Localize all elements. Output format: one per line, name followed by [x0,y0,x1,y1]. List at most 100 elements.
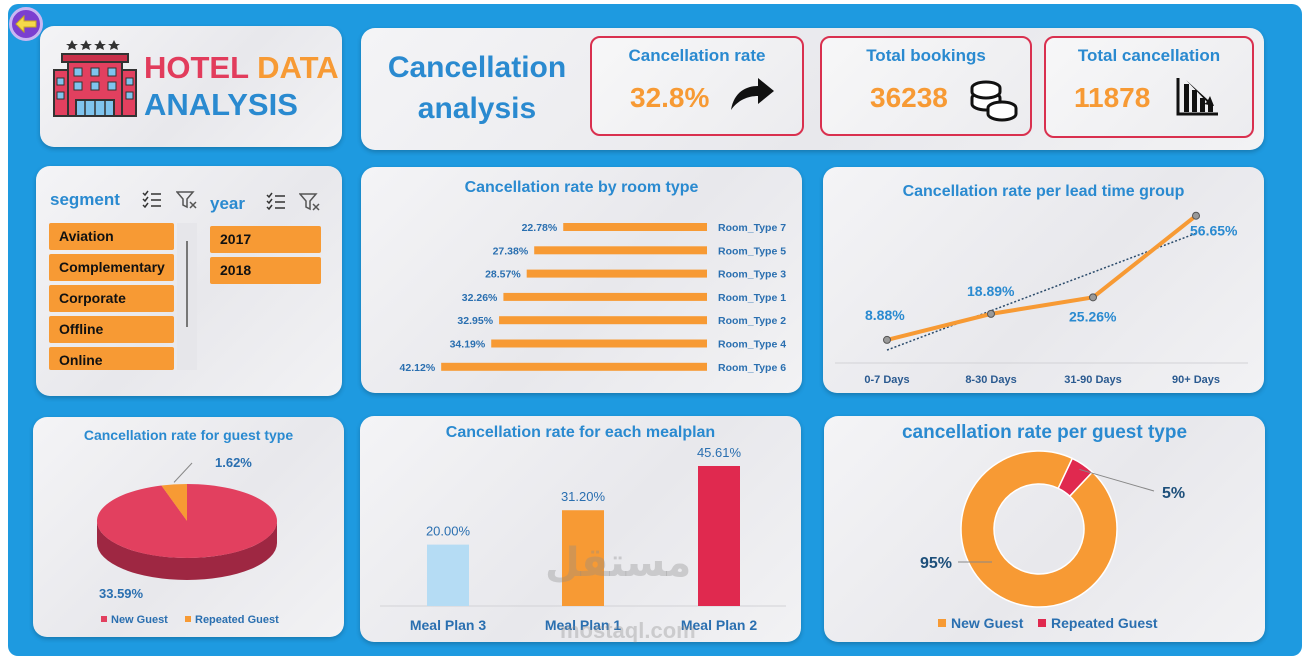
hotel-icon [53,40,137,117]
clear-filter-icon[interactable] [299,192,321,212]
year-slicer-title: year [210,194,245,213]
category-label: Room_Type 7 [718,222,786,234]
pie-slice [97,484,278,558]
legend-swatch [938,619,946,627]
bar [534,246,707,255]
legend-swatch [1038,619,1046,627]
segment-scrollbar[interactable] [177,223,197,370]
leader-line [1079,468,1155,492]
data-point [1089,293,1097,302]
multi-select-icon[interactable] [266,192,286,210]
category-label: Room_Type 4 [718,339,786,351]
room-type-chart: 22.78% Room_Type 7 27.38% Room_Type 5 28.57%… [400,222,787,374]
segment-item-complementary[interactable]: Complementary [49,254,174,281]
segment-item-aviation[interactable]: Aviation [49,223,174,250]
guest-donut-card: cancellation rate per guest type 5% 95% Ne… [824,416,1265,642]
chart-title: Cancellation rate by room type [464,179,699,196]
slicer-card: segment Aviation Complementary Corporate… [36,166,342,396]
kpi-value: 11878 [1074,82,1151,113]
data-label: 18.89% [967,283,1015,299]
lead-time-chart: 8.88% 0-7 Days 18.89% 8-30 Days 25.26% 31-90 … [835,211,1248,386]
x-tick-label: Meal Plan 2 [681,617,757,633]
chart-title: cancellation rate per guest type [901,422,1188,443]
bar [526,269,707,278]
kpi-label: Cancellation rate [628,46,766,65]
x-tick-label: 90+ Days [1172,374,1220,386]
legend-label: New Guest [111,614,168,626]
data-label: 25.26% [1069,308,1117,324]
legend-label: Repeated Guest [1051,615,1158,631]
segment-item-offline[interactable]: Offline [49,316,174,343]
kpi-label: Total cancellation [1077,46,1221,65]
donut-slice [960,450,1118,608]
arrow-left-icon [15,15,37,33]
leader-line [173,462,193,483]
title-data: DATA [257,50,339,85]
data-label: 27.38% [493,245,529,257]
segment-item-corporate[interactable]: Corporate [49,285,174,312]
section-title: Cancellation analysis [387,51,567,125]
data-label: 95% [920,555,952,572]
segment-slicer-title: segment [50,190,120,209]
data-label: 5% [1162,485,1185,502]
data-label: 32.26% [462,292,498,304]
kpi-value: 32.8% [630,82,710,113]
legend-swatch [101,616,107,622]
x-tick-label: 31-90 Days [1064,374,1122,386]
coins-icon [970,80,1018,122]
x-tick-label: 8-30 Days [965,374,1016,386]
guest-pie-chart: 1.62% 33.59% New Guest Repeated Guest [97,455,279,626]
x-tick-label: Meal Plan 1 [545,617,621,633]
legend-label: Repeated Guest [195,614,279,626]
data-label: 31.20% [561,489,606,504]
x-tick-label: Meal Plan 3 [410,617,486,633]
category-label: Room_Type 5 [718,245,786,257]
data-point [883,335,891,344]
data-label: 1.62% [215,455,252,470]
title-card: HOTEL DATA ANALYSIS [40,26,342,147]
title-hotel: HOTEL [144,50,249,85]
bar [562,510,604,606]
category-label: Room_Type 1 [718,292,786,304]
app-title: HOTEL DATA ANALYSIS [144,52,339,120]
data-label: 33.59% [99,586,144,601]
category-label: Room_Type 2 [718,315,786,327]
data-label: 28.57% [485,269,521,281]
data-label: 34.19% [450,339,486,351]
title-analysis: ANALYSIS [144,87,298,122]
kpi-label: Total bookings [866,46,986,65]
guest-pie-card: Cancellation rate for guest type 1.62% 33… [33,417,344,637]
room-type-chart-card: Cancellation rate by room type 22.78% Roo… [361,167,802,393]
data-label: 32.95% [457,315,493,327]
bar [499,316,707,325]
legend-swatch [185,616,191,622]
kpi-value: 36238 [870,82,948,113]
lead-time-chart-card: Cancellation rate per lead time group 8.… [823,167,1264,393]
data-label: 56.65% [1190,223,1238,239]
kpi-total-cancellation: Total cancellation 11878 [1044,36,1254,138]
chart-title: Cancellation rate for each mealplan [445,424,716,441]
clear-filter-icon[interactable] [176,190,198,210]
chart-title: Cancellation rate per lead time group [902,183,1185,200]
bar [563,223,707,231]
data-point [987,309,995,318]
segment-item-online[interactable]: Online [49,347,174,370]
year-item-2018[interactable]: 2018 [210,257,321,284]
back-button[interactable] [9,7,43,41]
category-label: Room_Type 3 [718,269,786,281]
bar [427,544,469,606]
data-label: 42.12% [400,362,436,374]
bar [491,339,707,348]
scrollbar-thumb[interactable] [186,241,188,327]
data-point [1192,211,1200,220]
year-item-2017[interactable]: 2017 [210,226,321,253]
multi-select-icon[interactable] [142,190,162,208]
mealplan-chart: 20.00% Meal Plan 3 31.20% Meal Plan 1 45.61%… [380,445,786,633]
chart-title: Cancellation rate for guest type [83,427,294,443]
bar [441,362,707,371]
bar-chart-decrease-icon [1176,78,1218,116]
series-line [886,214,1198,342]
kpi-cancellation-rate: Cancellation rate 32.8% [590,36,804,136]
kpi-strip: Cancellation analysis Cancellation rate … [361,28,1264,150]
data-label: 22.78% [522,222,558,234]
